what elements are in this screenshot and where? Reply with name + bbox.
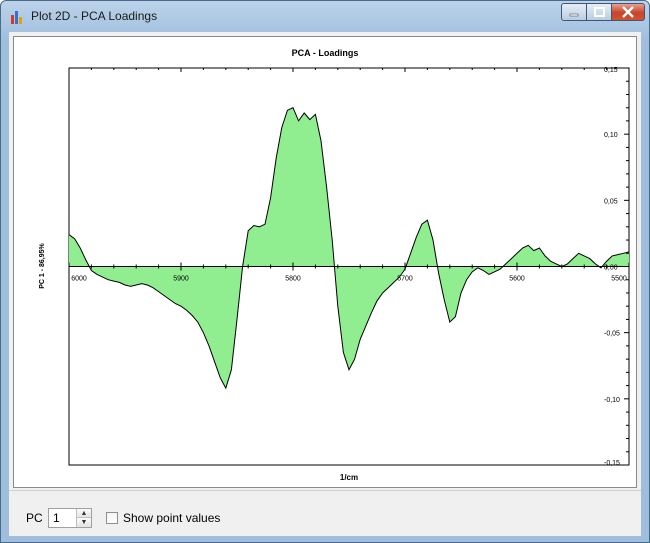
x-tick-label: 5700 xyxy=(397,276,413,283)
y-tick-label: -0,15 xyxy=(604,460,620,467)
controls-bar: PC 1 ▲ ▼ Show point values xyxy=(9,490,641,536)
plot-area: PCA - Loadings 6000 5900 5800 5700 5600 5500 … xyxy=(13,36,637,488)
show-point-values-checkbox[interactable] xyxy=(106,512,118,524)
spin-down-arrow-icon[interactable]: ▼ xyxy=(77,518,91,527)
x-tick-label: 5900 xyxy=(173,276,189,283)
y-tick-label: 0,10 xyxy=(604,132,618,139)
title-bar[interactable]: Plot 2D - PCA Loadings xyxy=(1,1,649,31)
y-axis-ticks: 0,15 0,10 0,05 0,00 -0,05 -0,10 -0,15 xyxy=(604,67,629,467)
chart-title: PCA - Loadings xyxy=(292,48,359,58)
x-axis-label: 1/cm xyxy=(340,473,358,482)
minimize-button[interactable] xyxy=(561,3,587,21)
x-tick-label: 5500 xyxy=(611,276,627,283)
pc-spinbox[interactable]: 1 ▲ ▼ xyxy=(48,508,92,528)
spin-up-arrow-icon[interactable]: ▲ xyxy=(77,509,91,518)
x-tick-label: 5600 xyxy=(509,276,525,283)
y-tick-label: 0,05 xyxy=(604,198,618,205)
loadings-line xyxy=(68,107,630,390)
bar-chart-icon xyxy=(11,11,22,24)
close-icon xyxy=(622,6,634,18)
loadings-area xyxy=(69,107,629,389)
maximize-icon xyxy=(594,7,605,17)
show-point-values-label[interactable]: Show point values xyxy=(123,511,221,525)
x-tick-label: 5800 xyxy=(285,276,301,283)
pc-label: PC xyxy=(26,511,43,525)
y-tick-label: -0,10 xyxy=(604,397,620,404)
y-tick-label: -0,05 xyxy=(604,331,620,338)
minimize-icon xyxy=(569,13,579,17)
maximize-button[interactable] xyxy=(586,3,612,21)
y-axis-label: PC 1 - 86,95% xyxy=(39,242,46,288)
y-tick-label: 0,00 xyxy=(604,265,618,272)
pc-value[interactable]: 1 xyxy=(53,511,60,525)
x-tick-label: 6000 xyxy=(71,276,87,283)
pca-loadings-chart: PCA - Loadings 6000 5900 5800 5700 5600 5500 … xyxy=(39,48,630,482)
window-title: Plot 2D - PCA Loadings xyxy=(31,9,158,23)
x-axis-ticks: 6000 5900 5800 5700 5600 5500 xyxy=(68,68,630,283)
client-area: PCA - Loadings 6000 5900 5800 5700 5600 5500 … xyxy=(9,32,641,536)
y-tick-label: 0,15 xyxy=(604,67,618,74)
pc-spin-buttons: ▲ ▼ xyxy=(76,509,91,527)
close-button[interactable] xyxy=(611,3,645,21)
